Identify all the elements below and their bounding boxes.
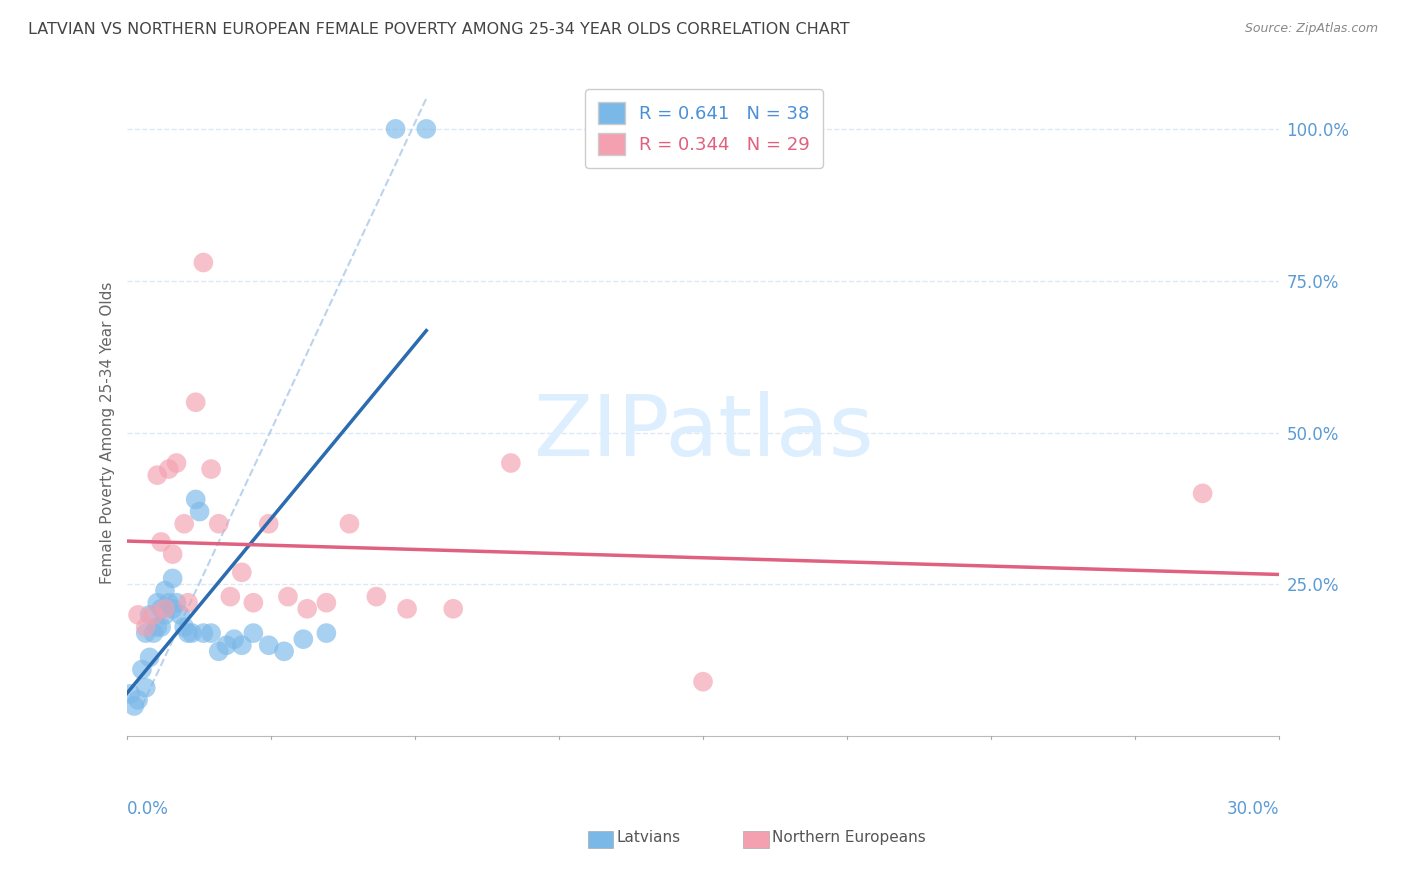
Point bbox=[153, 607, 176, 622]
Point bbox=[138, 607, 160, 622]
Point bbox=[396, 602, 419, 616]
Point bbox=[315, 596, 337, 610]
Point bbox=[219, 590, 242, 604]
Point bbox=[135, 681, 157, 695]
Point bbox=[127, 607, 149, 622]
Point bbox=[193, 626, 215, 640]
Point bbox=[142, 626, 165, 640]
Point bbox=[231, 566, 253, 580]
Y-axis label: Female Poverty Among 25-34 Year Olds: Female Poverty Among 25-34 Year Olds bbox=[100, 282, 115, 583]
Point bbox=[135, 626, 157, 640]
Text: LATVIAN VS NORTHERN EUROPEAN FEMALE POVERTY AMONG 25-34 YEAR OLDS CORRELATION CH: LATVIAN VS NORTHERN EUROPEAN FEMALE POVE… bbox=[28, 22, 849, 37]
Point bbox=[231, 638, 253, 652]
Text: Latvians: Latvians bbox=[617, 830, 681, 846]
Bar bbox=[744, 830, 769, 848]
Point bbox=[146, 468, 169, 483]
Point bbox=[122, 698, 145, 713]
Point bbox=[177, 626, 200, 640]
Point bbox=[166, 456, 188, 470]
Point bbox=[157, 596, 180, 610]
Text: ZIPatlas: ZIPatlas bbox=[533, 391, 873, 475]
Point bbox=[242, 626, 264, 640]
Point bbox=[692, 674, 714, 689]
Point bbox=[150, 602, 173, 616]
Point bbox=[1191, 486, 1213, 500]
Point bbox=[384, 121, 406, 136]
Point bbox=[315, 626, 337, 640]
Point bbox=[441, 602, 464, 616]
Point bbox=[188, 505, 211, 519]
Point bbox=[162, 602, 184, 616]
Text: Source: ZipAtlas.com: Source: ZipAtlas.com bbox=[1244, 22, 1378, 36]
Point bbox=[242, 596, 264, 610]
Point bbox=[200, 626, 222, 640]
Point bbox=[295, 602, 318, 616]
Point bbox=[162, 571, 184, 585]
Point bbox=[177, 596, 200, 610]
Point bbox=[146, 620, 169, 634]
Point bbox=[193, 255, 215, 269]
Point bbox=[277, 590, 299, 604]
Point bbox=[173, 516, 195, 531]
Point bbox=[162, 547, 184, 561]
Point bbox=[339, 516, 361, 531]
Point bbox=[150, 535, 173, 549]
Point bbox=[150, 620, 173, 634]
Point bbox=[184, 395, 207, 409]
Point bbox=[173, 620, 195, 634]
Point bbox=[499, 456, 522, 470]
Point bbox=[138, 650, 160, 665]
Text: Northern Europeans: Northern Europeans bbox=[772, 830, 927, 846]
Point bbox=[257, 516, 280, 531]
Point bbox=[146, 596, 169, 610]
Text: 0.0%: 0.0% bbox=[127, 800, 169, 818]
Point bbox=[120, 687, 142, 701]
Point bbox=[157, 462, 180, 476]
Point bbox=[257, 638, 280, 652]
Point bbox=[224, 632, 246, 647]
Point bbox=[208, 644, 231, 658]
Point bbox=[415, 121, 437, 136]
Point bbox=[292, 632, 315, 647]
Point bbox=[131, 663, 153, 677]
Point bbox=[184, 492, 207, 507]
Text: 30.0%: 30.0% bbox=[1227, 800, 1279, 818]
Point bbox=[153, 583, 176, 598]
Bar bbox=[588, 830, 613, 848]
Point bbox=[127, 693, 149, 707]
Point bbox=[180, 626, 202, 640]
Legend: R = 0.641   N = 38, R = 0.344   N = 29: R = 0.641 N = 38, R = 0.344 N = 29 bbox=[585, 89, 823, 168]
Point bbox=[366, 590, 388, 604]
Point bbox=[200, 462, 222, 476]
Point bbox=[273, 644, 295, 658]
Point bbox=[142, 607, 165, 622]
Point bbox=[135, 620, 157, 634]
Point bbox=[166, 596, 188, 610]
Point bbox=[215, 638, 238, 652]
Point bbox=[208, 516, 231, 531]
Point bbox=[169, 607, 191, 622]
Point bbox=[153, 602, 176, 616]
